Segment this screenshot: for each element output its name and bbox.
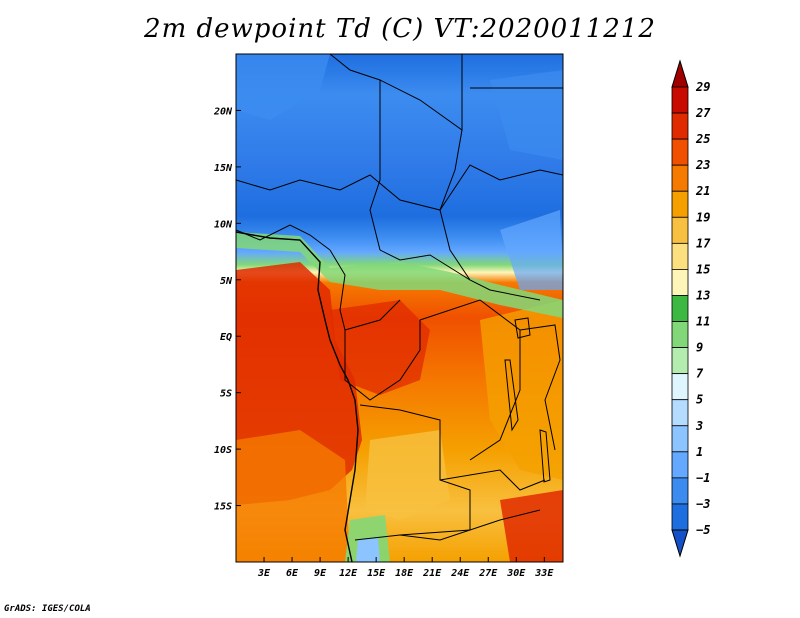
atlantic-south-orange: [236, 430, 350, 562]
border-sahel: [236, 164, 563, 211]
colorbar-swatch: [671, 86, 689, 114]
colorbar-swatch: [671, 269, 689, 296]
colorbar: 29 27 25 23 21 19 17 15 13 11 9 7 5 3 1 −1 −3 −5: [671, 59, 711, 558]
border-cameroon: [329, 249, 401, 331]
border-namibia: [399, 509, 541, 541]
east-africa-lighter: [480, 300, 563, 480]
colorbar-label: 1: [696, 445, 703, 459]
x-tick-label: 15E: [367, 568, 386, 579]
latitude-axis: 20N 15N 10N 5N EQ 5S 10S 15S: [213, 106, 241, 513]
country-borders: [236, 54, 563, 541]
border-east: [519, 324, 561, 451]
colorbar-swatch: [671, 373, 689, 401]
colorbar-label: 15: [696, 262, 710, 276]
y-tick-label: 15S: [214, 502, 232, 513]
colorbar-label: 27: [695, 106, 711, 120]
colorbar-swatch: [671, 164, 689, 192]
angola-plateau: [365, 430, 450, 520]
colorbar-label: −1: [696, 471, 710, 485]
y-tick-label: 5S: [220, 389, 232, 400]
colorbar-label: 21: [695, 184, 710, 198]
border-drc-east: [419, 299, 521, 461]
sahara-light-patch: [236, 54, 330, 120]
colorbar-swatch: [671, 503, 689, 531]
border-niger-chad: [329, 54, 381, 251]
colorbar-label: 3: [695, 419, 703, 433]
chart-title: 2m dewpoint Td (C) VT:2020011212: [144, 14, 656, 44]
congo-basin: [330, 300, 430, 395]
grads-credit: GrADS: IGES/COLA: [4, 604, 91, 614]
dewpoint-field: [236, 54, 563, 562]
y-tick-label: 5N: [220, 276, 233, 287]
colorbar-swatch: [671, 399, 689, 427]
colorbar-swatch: [671, 347, 689, 375]
colorbar-label: 29: [695, 80, 710, 94]
x-tick-label: 3E: [257, 568, 271, 579]
border-westafrica: [236, 224, 331, 251]
x-tick-label: 33E: [534, 568, 554, 579]
x-tick-label: 9E: [314, 568, 327, 579]
border-chad-sudan: [439, 129, 471, 281]
border-car: [379, 249, 541, 301]
y-tick-label: 10S: [214, 445, 232, 456]
colorbar-swatch: [671, 477, 689, 505]
x-tick-label: 12E: [339, 568, 358, 579]
coastline: [236, 231, 359, 562]
border-zambia: [439, 469, 546, 491]
colorbar-swatch: [671, 451, 689, 479]
namibia-dry-core: [356, 538, 380, 562]
colorbar-label: 13: [696, 288, 710, 302]
border-angola: [354, 404, 471, 541]
mozambique-high: [500, 490, 563, 562]
colorbar-label: 19: [696, 210, 710, 224]
y-tick-label: 20N: [213, 106, 233, 117]
colorbar-swatch: [671, 425, 689, 453]
colorbar-label: 17: [696, 236, 711, 250]
colorbar-label: −3: [696, 497, 710, 511]
x-tick-label: 27E: [478, 568, 498, 579]
lake-victoria: [514, 317, 531, 339]
colorbar-swatch: [671, 190, 689, 218]
colorbar-swatch: [671, 242, 689, 270]
longitude-axis: 3E 6E 9E 12E 15E 18E 21E 24E 27E 30E 33E: [257, 557, 554, 579]
x-tick-label: 30E: [506, 568, 526, 579]
colorbar-bottom-arrow: [671, 529, 689, 558]
x-tick-label: 6E: [286, 568, 299, 579]
colorbar-swatch: [671, 138, 689, 166]
colorbar-label: 25: [695, 132, 710, 146]
sudan-light-streak: [500, 210, 563, 290]
border-libya: [379, 54, 463, 131]
x-tick-label: 24E: [450, 568, 470, 579]
east-highlands-light: [490, 70, 563, 160]
colorbar-label: 7: [696, 367, 704, 381]
x-tick-label: 21E: [422, 568, 442, 579]
y-tick-label: EQ: [220, 332, 232, 343]
x-tick-label: 18E: [395, 568, 414, 579]
transition-band: [236, 232, 563, 318]
colorbar-swatch: [671, 321, 689, 348]
border-congo: [344, 320, 421, 401]
colorbar-label: −5: [696, 523, 710, 537]
colorbar-top-arrow: [671, 59, 689, 88]
colorbar-label: 5: [696, 393, 703, 407]
colorbar-swatch: [671, 112, 689, 140]
lake-malawi: [539, 429, 551, 483]
colorbar-label: 9: [696, 341, 703, 355]
y-tick-label: 10N: [214, 219, 233, 230]
colorbar-swatch: [671, 216, 689, 244]
colorbar-swatch: [671, 295, 689, 322]
y-tick-label: 15N: [214, 163, 233, 174]
lake-tanganyika: [504, 359, 519, 432]
colorbar-label: 11: [696, 315, 710, 329]
map-frame: [235, 53, 564, 563]
colorbar-label: 23: [695, 158, 710, 172]
